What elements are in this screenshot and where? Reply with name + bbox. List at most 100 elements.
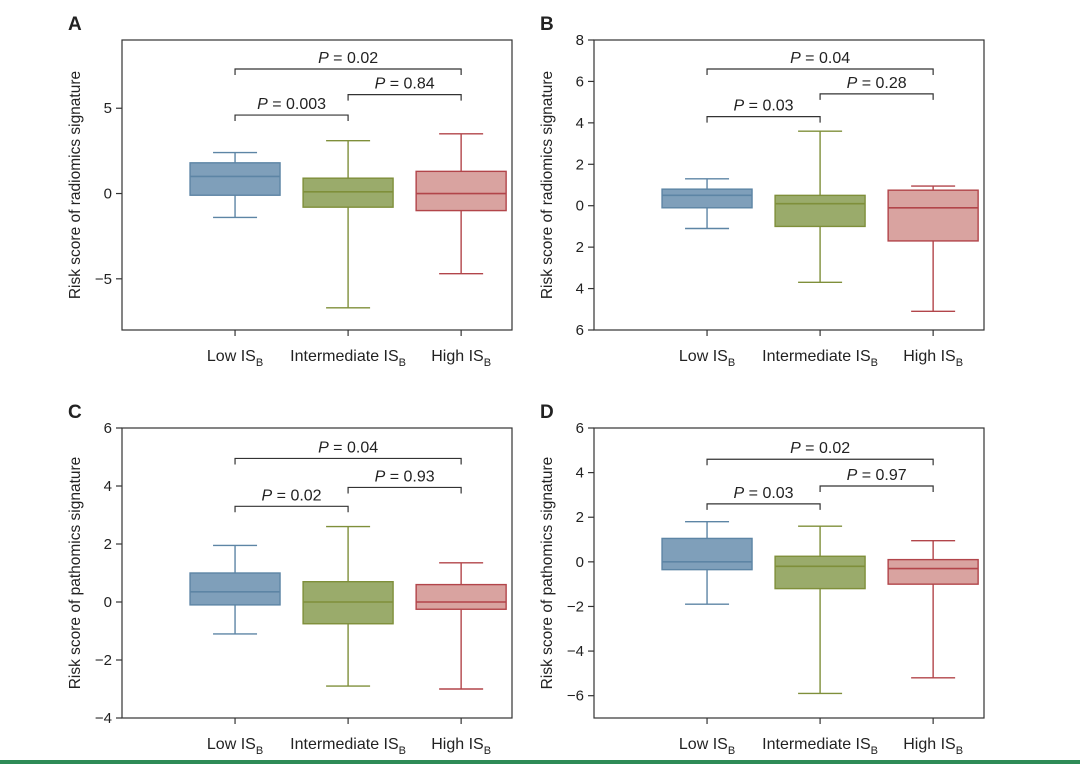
category-label: Low ISB [207, 736, 263, 757]
box-low [661, 178, 753, 230]
box-high [415, 562, 507, 690]
comparison-p-value: P = 0.28 [847, 75, 907, 92]
comparison-bracket [347, 486, 462, 494]
panel-c: C −4 −2 0 2 4 6 Risk score of pathomics signatu… [67, 402, 513, 757]
box-intermediate [774, 525, 866, 695]
y-tick-label: −2 [95, 652, 112, 669]
y-tick-label: 2 [576, 239, 584, 256]
box-low [189, 151, 281, 219]
category-label: Intermediate ISB [290, 736, 406, 757]
comparison-p-value: P = 0.02 [262, 487, 322, 504]
y-tick-label: −4 [567, 643, 584, 660]
y-tick-label: 4 [576, 281, 584, 298]
comparison-bracket [706, 458, 934, 466]
y-tick-label: 5 [104, 100, 112, 117]
category-label: High ISB [431, 736, 491, 757]
y-axis-label: Risk score of pathomics signature [67, 457, 84, 690]
box-iqr [774, 194, 866, 228]
box-iqr [189, 162, 281, 196]
box-iqr [774, 555, 866, 590]
y-tick-label: 8 [576, 32, 584, 49]
panel-label: D [540, 402, 554, 423]
box-low [189, 544, 281, 635]
y-tick-label: 2 [576, 156, 584, 173]
comparison-bracket [706, 116, 821, 123]
y-axis-label: Risk score of radiomics signature [67, 71, 84, 299]
comparison-bracket [347, 93, 462, 101]
y-tick-label: 2 [104, 536, 112, 553]
box-iqr [302, 177, 394, 208]
category-label: Intermediate ISB [762, 348, 878, 369]
y-tick-label: 6 [576, 322, 584, 339]
comparison-p-value: P = 0.84 [375, 76, 435, 93]
plot-frame [121, 39, 513, 331]
y-tick-label: 6 [576, 73, 584, 90]
category-label: Intermediate ISB [762, 736, 878, 757]
box-iqr [189, 572, 281, 606]
comparison-bracket [234, 68, 462, 75]
panel-label: B [540, 14, 554, 35]
y-axis-label: Risk score of radiomics signature [539, 71, 556, 299]
y-tick-label: −5 [95, 271, 112, 288]
panel-label: C [68, 402, 82, 423]
category-label: High ISB [903, 348, 963, 369]
y-tick-label: 4 [576, 115, 584, 132]
y-tick-label: −4 [95, 710, 112, 727]
box-iqr [415, 583, 507, 610]
box-high [415, 133, 507, 275]
y-tick-label: 0 [576, 554, 584, 571]
comparison-p-value: P = 0.003 [257, 96, 326, 113]
y-tick-label: 6 [576, 420, 584, 437]
box-intermediate [774, 130, 866, 284]
category-label: Low ISB [679, 348, 735, 369]
comparison-bracket [234, 457, 462, 465]
bottom-rule [0, 760, 1080, 764]
y-axis-label: Risk score of pathomics signature [539, 457, 556, 690]
y-tick-label: −2 [567, 598, 584, 615]
comparison-p-value: P = 0.03 [734, 98, 794, 115]
box-iqr [661, 188, 753, 209]
y-tick-label: 0 [104, 186, 112, 203]
category-label: Low ISB [679, 736, 735, 757]
comparison-bracket [706, 503, 821, 510]
comparison-p-value: P = 0.97 [847, 467, 907, 484]
category-label: Intermediate ISB [290, 348, 406, 369]
comparison-bracket [706, 68, 934, 75]
plot-frame [121, 427, 513, 719]
comparison-bracket [234, 114, 349, 122]
box-iqr [661, 537, 753, 571]
panel-label: A [68, 14, 82, 35]
category-label: High ISB [903, 736, 963, 757]
plot-frame [593, 427, 985, 719]
comparison-p-value: P = 0.02 [318, 50, 378, 67]
y-tick-label: 0 [576, 198, 584, 215]
category-label: Low ISB [207, 348, 263, 369]
category-label: High ISB [431, 348, 491, 369]
box-high [887, 185, 979, 313]
panel-a: A −5 0 5 Risk score of radiomics signature Lo… [67, 14, 513, 369]
panel-d: D −6 −4 −2 0 2 4 6 Risk score of pathomics signa… [539, 402, 985, 757]
comparison-p-value: P = 0.02 [790, 440, 850, 457]
comparison-p-value: P = 0.04 [790, 50, 850, 67]
y-tick-label: −6 [567, 688, 584, 705]
comparison-p-value: P = 0.04 [318, 439, 378, 456]
y-tick-label: 6 [104, 420, 112, 437]
y-tick-label: 4 [576, 465, 584, 482]
comparison-bracket [819, 485, 934, 492]
comparison-p-value: P = 0.03 [734, 485, 794, 502]
y-tick-label: 0 [104, 594, 112, 611]
box-high [887, 539, 979, 679]
box-intermediate [302, 525, 394, 687]
plot-frame [593, 39, 985, 331]
box-low [661, 520, 753, 605]
box-iqr [887, 558, 979, 585]
y-tick-label: 2 [576, 509, 584, 526]
comparison-bracket [234, 505, 349, 513]
box-iqr [887, 189, 979, 242]
comparison-p-value: P = 0.93 [375, 468, 435, 485]
panel-b: B 8 6 4 2 0 2 4 6 Risk score of radiomics signatu… [539, 14, 985, 369]
box-iqr [415, 170, 507, 212]
comparison-bracket [819, 93, 934, 100]
box-intermediate [302, 139, 394, 309]
